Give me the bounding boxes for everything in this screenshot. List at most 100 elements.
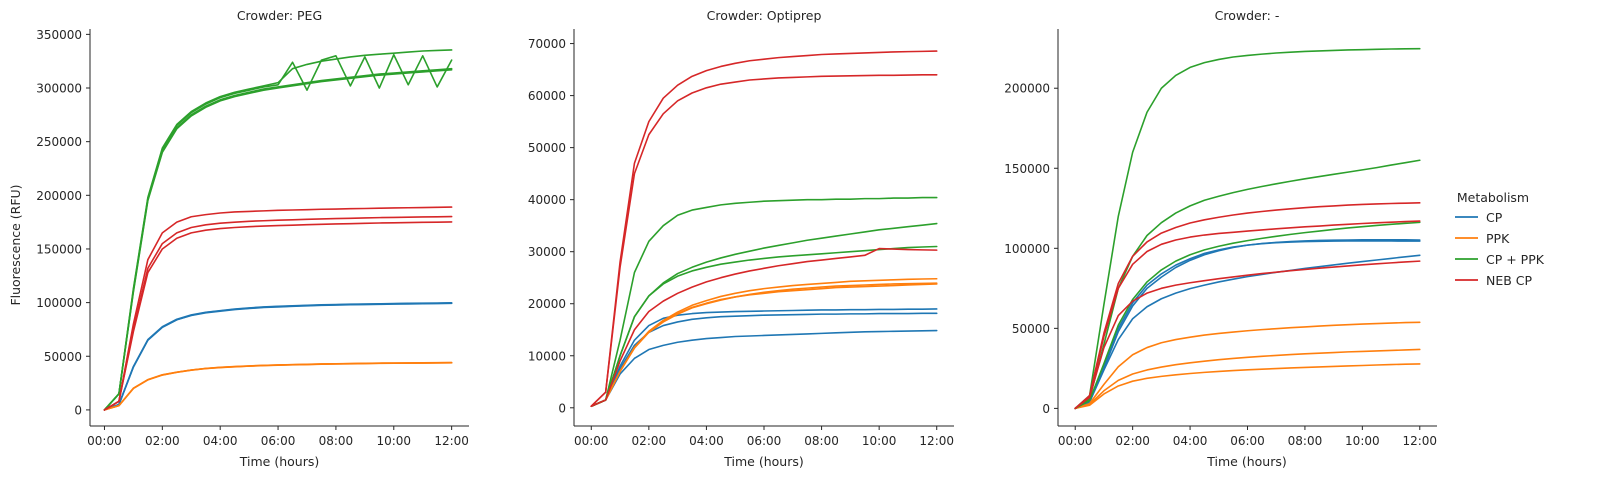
y-tick-label: 150000: [1004, 162, 1050, 176]
y-tick-label: 50000: [528, 141, 566, 155]
y-axis-label: Fluorescence (RFU): [8, 184, 23, 305]
x-tick-label: 04:00: [203, 434, 238, 448]
plot-area: 00:00 02:00 04:00 06:00 08:00 10:00 12:00 0 5000…: [36, 28, 469, 448]
x-tick-label: 04:00: [689, 434, 724, 448]
y-tick-label: 40000: [528, 193, 566, 207]
series-line-ppk: [590, 277, 938, 408]
series-line-cp: [590, 329, 938, 408]
panel-title: Crowder: Optiprep: [707, 8, 822, 23]
series-line-ppk: [590, 282, 938, 408]
x-axis-label: Time (hours): [723, 454, 803, 469]
legend-entry-cp-ppk: CP + PPK: [1455, 252, 1545, 267]
series-line-neb-cp: [590, 50, 938, 408]
series-line-neb-cp: [103, 221, 453, 411]
x-tick-label: 12:00: [919, 434, 954, 448]
series-line-ppk: [1074, 321, 1421, 410]
panel-optiprep: Crowder: Optiprep 00:00 02:00 04:00 06:00 08…: [528, 8, 954, 469]
series-line-cp: [590, 308, 938, 408]
series-line-cp-ppk: [103, 49, 453, 411]
x-tick-label: 12:00: [1402, 434, 1437, 448]
legend-entry-ppk: PPK: [1455, 231, 1510, 246]
series-line-neb-cp: [103, 215, 453, 411]
y-tick-label: 200000: [1004, 82, 1050, 96]
series-lines: [103, 49, 453, 411]
series-line-cp: [1074, 240, 1421, 410]
x-tick-label: 02:00: [145, 434, 180, 448]
x-tick-label: 06:00: [1230, 434, 1265, 448]
x-tick-label: 10:00: [862, 434, 897, 448]
plot-area: 00:00 02:00 04:00 06:00 08:00 10:00 12:00 0 1000…: [528, 29, 954, 448]
x-tick-label: 00:00: [1058, 434, 1093, 448]
series-line-cp-ppk: [103, 68, 453, 411]
series-line-cp-ppk: [1074, 47, 1421, 410]
series-line-cp-ppk: [1074, 159, 1421, 410]
series-line-cp-ppk: [103, 53, 453, 411]
panel-title: Crowder: PEG: [237, 8, 322, 23]
x-tick-label: 04:00: [1173, 434, 1208, 448]
y-tick-label: 60000: [528, 89, 566, 103]
series-lines: [590, 50, 938, 408]
legend-label-neb-cp: NEB CP: [1486, 273, 1533, 288]
series-line-cp: [103, 302, 453, 411]
y-tick-label: 350000: [36, 28, 82, 42]
series-line-ppk: [103, 361, 453, 411]
y-tick-label: 0: [558, 401, 566, 415]
y-tick-label: 30000: [528, 245, 566, 259]
x-tick-label: 02:00: [1115, 434, 1150, 448]
series-line-ppk: [103, 361, 453, 411]
y-tick-label: 0: [1042, 402, 1050, 416]
x-tick-label: 08:00: [319, 434, 354, 448]
series-line-neb-cp: [1074, 202, 1421, 410]
legend: Metabolism CP PPK CP + PPK NEB CP: [1455, 190, 1545, 288]
y-tick-label: 10000: [528, 349, 566, 363]
series-line-cp: [103, 302, 453, 411]
x-tick-label: 12:00: [434, 434, 469, 448]
legend-title: Metabolism: [1457, 190, 1529, 205]
series-line-ppk: [103, 361, 453, 411]
series-line-cp: [590, 312, 938, 408]
legend-label-cp-ppk: CP + PPK: [1486, 252, 1545, 267]
series-line-cp-ppk: [1074, 221, 1421, 410]
series-line-ppk: [1074, 348, 1421, 410]
series-line-cp: [1074, 254, 1421, 410]
series-line-neb-cp: [590, 73, 938, 408]
series-line-neb-cp: [1074, 260, 1421, 410]
series-line-ppk: [1074, 363, 1421, 410]
y-tick-label: 300000: [36, 82, 82, 96]
x-tick-label: 10:00: [1345, 434, 1380, 448]
y-tick-label: 100000: [36, 296, 82, 310]
y-tick-label: 100000: [1004, 242, 1050, 256]
y-tick-label: 50000: [1012, 322, 1050, 336]
series-line-cp-ppk: [590, 196, 938, 408]
series-line-cp-ppk: [103, 67, 453, 411]
legend-entry-neb-cp: NEB CP: [1455, 273, 1533, 288]
x-tick-label: 00:00: [87, 434, 122, 448]
x-axis-label: Time (hours): [1206, 454, 1286, 469]
y-tick-label: 150000: [36, 242, 82, 256]
panel-peg: Crowder: PEG 00:00 02:00 04:00 06:00 08:00 10…: [8, 8, 469, 469]
panel-title: Crowder: -: [1215, 8, 1280, 23]
series-line-ppk: [590, 283, 938, 408]
legend-entry-cp: CP: [1455, 210, 1503, 225]
legend-label-cp: CP: [1486, 210, 1503, 225]
y-tick-label: 0: [74, 403, 82, 417]
x-tick-label: 06:00: [747, 434, 782, 448]
series-line-cp: [103, 302, 453, 411]
y-tick-label: 200000: [36, 189, 82, 203]
series-lines: [1074, 47, 1421, 410]
y-tick-label: 250000: [36, 135, 82, 149]
y-tick-label: 70000: [528, 37, 566, 51]
legend-label-ppk: PPK: [1486, 231, 1510, 246]
series-line-cp-ppk: [590, 245, 938, 408]
series-line-neb-cp: [103, 206, 453, 411]
x-tick-label: 02:00: [632, 434, 667, 448]
panel-no-crowder: Crowder: - 00:00 02:00 04:00 06:00 08:00 10:0…: [1004, 8, 1437, 469]
y-tick-label: 20000: [528, 297, 566, 311]
x-tick-label: 00:00: [574, 434, 609, 448]
y-tick-label: 50000: [44, 350, 82, 364]
x-axis-label: Time (hours): [239, 454, 319, 469]
x-tick-label: 08:00: [804, 434, 839, 448]
x-tick-label: 10:00: [376, 434, 411, 448]
series-line-neb-cp: [1074, 220, 1421, 410]
